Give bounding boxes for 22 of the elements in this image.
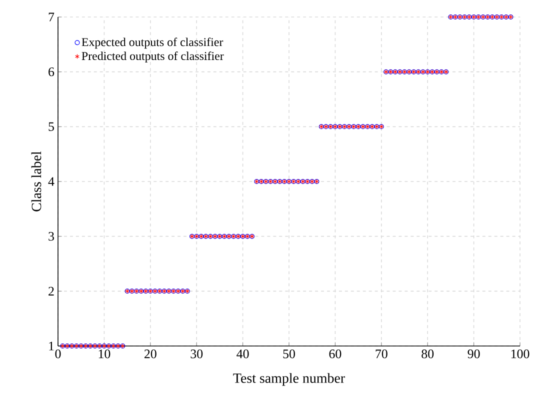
x-tick-label: 60 — [329, 350, 342, 358]
x-tick-label: 30 — [190, 350, 203, 358]
y-tick-label: 5 — [48, 122, 54, 131]
x-tick-label: 40 — [236, 350, 249, 358]
x-tick-label: 50 — [283, 350, 295, 358]
y-tick-label: 2 — [48, 286, 54, 296]
legend-label: Predicted outputs of classifier — [82, 52, 224, 62]
y-tick-label: 7 — [48, 12, 54, 22]
y-tick-label: 1 — [49, 342, 54, 350]
y-tick-label: 4 — [48, 177, 54, 186]
x-tick-label: 90 — [468, 350, 480, 358]
y-tick-label: 3 — [48, 232, 54, 241]
x-tick-label: 0 — [55, 350, 61, 358]
legend-label: Expected outputs of classifier — [82, 38, 224, 49]
x-tick-label: 80 — [422, 350, 434, 358]
x-axis-title: Test sample number — [233, 373, 345, 386]
x-tick-label: 100 — [511, 350, 530, 358]
y-axis-title: Class label — [31, 151, 42, 212]
x-tick-label: 20 — [144, 350, 156, 358]
x-tick-label: 70 — [376, 350, 388, 358]
x-tick-label: 10 — [98, 350, 110, 358]
y-tick-label: 6 — [48, 67, 54, 76]
